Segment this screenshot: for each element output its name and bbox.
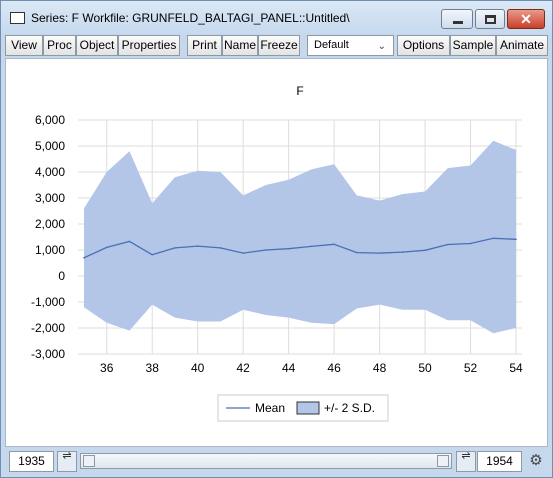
properties-button[interactable]: Properties [118, 35, 180, 56]
graph-template-dropdown[interactable]: Default ⌄ [307, 35, 394, 56]
scroll-right-arrows-icon[interactable]: ⇌ [456, 451, 476, 472]
minimize-icon [453, 21, 463, 24]
mean-point [424, 249, 426, 252]
sd-band-area [84, 140, 516, 334]
window-title: Series: F Workfile: GRUNFELD_BALTAGI_PAN… [31, 11, 350, 25]
sample-end-field[interactable]: 1954 [477, 451, 522, 472]
options-button[interactable]: Options [397, 35, 450, 56]
x-tick-label: 54 [509, 361, 523, 375]
chart: F -3,000 -2,000 -1,000 0 1,000 2,000 3,000 4,000… [31, 84, 523, 422]
graph-area[interactable]: F -3,000 -2,000 -1,000 0 1,000 2,000 3,000 4,000… [5, 58, 548, 447]
sample-button[interactable]: Sample [450, 35, 496, 56]
x-tick-label: 38 [146, 361, 160, 375]
x-tick-label: 40 [191, 361, 205, 375]
view-button[interactable]: View [5, 35, 43, 56]
mean-point [310, 245, 313, 248]
mean-point [356, 251, 358, 254]
x-tick-label: 50 [418, 361, 432, 375]
print-button[interactable]: Print [187, 35, 222, 56]
mean-point [128, 240, 131, 243]
close-icon: ✕ [520, 11, 532, 27]
toolbar: View Proc Object Properties Print Name F… [5, 35, 548, 57]
y-tick-label: 5,000 [35, 139, 65, 153]
y-tick-label: 3,000 [35, 191, 65, 205]
freeze-button[interactable]: Freeze [258, 35, 300, 56]
name-button[interactable]: Name [222, 35, 258, 56]
mean-point [378, 252, 381, 254]
series-window-icon [10, 12, 25, 24]
status-bar: 1935 ⇌ ⇌ 1954 ⚙ [1, 448, 552, 477]
scroll-left-arrows-icon[interactable]: ⇌ [57, 451, 77, 472]
legend-band-swatch [296, 401, 320, 415]
sample-scrollbar[interactable] [80, 453, 452, 469]
mean-point [151, 253, 154, 256]
mean-point [401, 251, 404, 253]
mean-point [333, 243, 335, 246]
scrollbar-right-thumb[interactable] [437, 455, 449, 467]
y-tick-label: 0 [58, 269, 65, 283]
mean-point [515, 238, 517, 241]
x-tick-label: 46 [327, 361, 341, 375]
mean-point [446, 243, 449, 246]
x-tick-label: 52 [464, 361, 478, 375]
chevron-down-icon: ⌄ [377, 41, 386, 52]
mean-point [174, 247, 176, 249]
close-button[interactable]: ✕ [507, 9, 545, 29]
mean-point [105, 246, 108, 249]
scrollbar-left-thumb[interactable] [83, 455, 95, 467]
y-tick-label: -1,000 [31, 295, 65, 309]
legend-band-label: +/- 2 S.D. [324, 401, 375, 415]
maximize-icon [485, 15, 496, 24]
maximize-button[interactable] [475, 9, 505, 29]
y-tick-label: 6,000 [35, 113, 65, 127]
y-tick-label: 1,000 [35, 243, 65, 257]
x-tick-label: 42 [236, 361, 250, 375]
gear-icon[interactable]: ⚙ [529, 452, 543, 469]
mean-line [83, 237, 517, 259]
sample-start-field[interactable]: 1935 [9, 451, 54, 472]
proc-button[interactable]: Proc [43, 35, 76, 56]
x-tick-label: 36 [100, 361, 114, 375]
dropdown-value: Default [314, 39, 349, 51]
mean-point [196, 245, 199, 247]
x-tick-label: 48 [373, 361, 387, 375]
y-tick-label: -2,000 [31, 321, 65, 335]
mean-point [469, 242, 472, 245]
minimize-button[interactable] [441, 9, 473, 29]
mean-point [265, 249, 267, 251]
legend-mean-label: Mean [255, 401, 285, 415]
title-bar[interactable]: Series: F Workfile: GRUNFELD_BALTAGI_PAN… [1, 1, 552, 34]
y-tick-label: 4,000 [35, 165, 65, 179]
chart-title: F [296, 84, 303, 98]
mean-point [242, 252, 244, 254]
y-tick-label: -3,000 [31, 347, 65, 361]
x-tick-label: 44 [282, 361, 296, 375]
y-tick-label: 2,000 [35, 217, 65, 231]
mean-point [219, 247, 222, 249]
mean-point [83, 257, 85, 259]
animate-button[interactable]: Animate [496, 35, 548, 56]
mean-point [492, 237, 495, 240]
object-button[interactable]: Object [76, 35, 118, 56]
mean-point [287, 247, 290, 250]
